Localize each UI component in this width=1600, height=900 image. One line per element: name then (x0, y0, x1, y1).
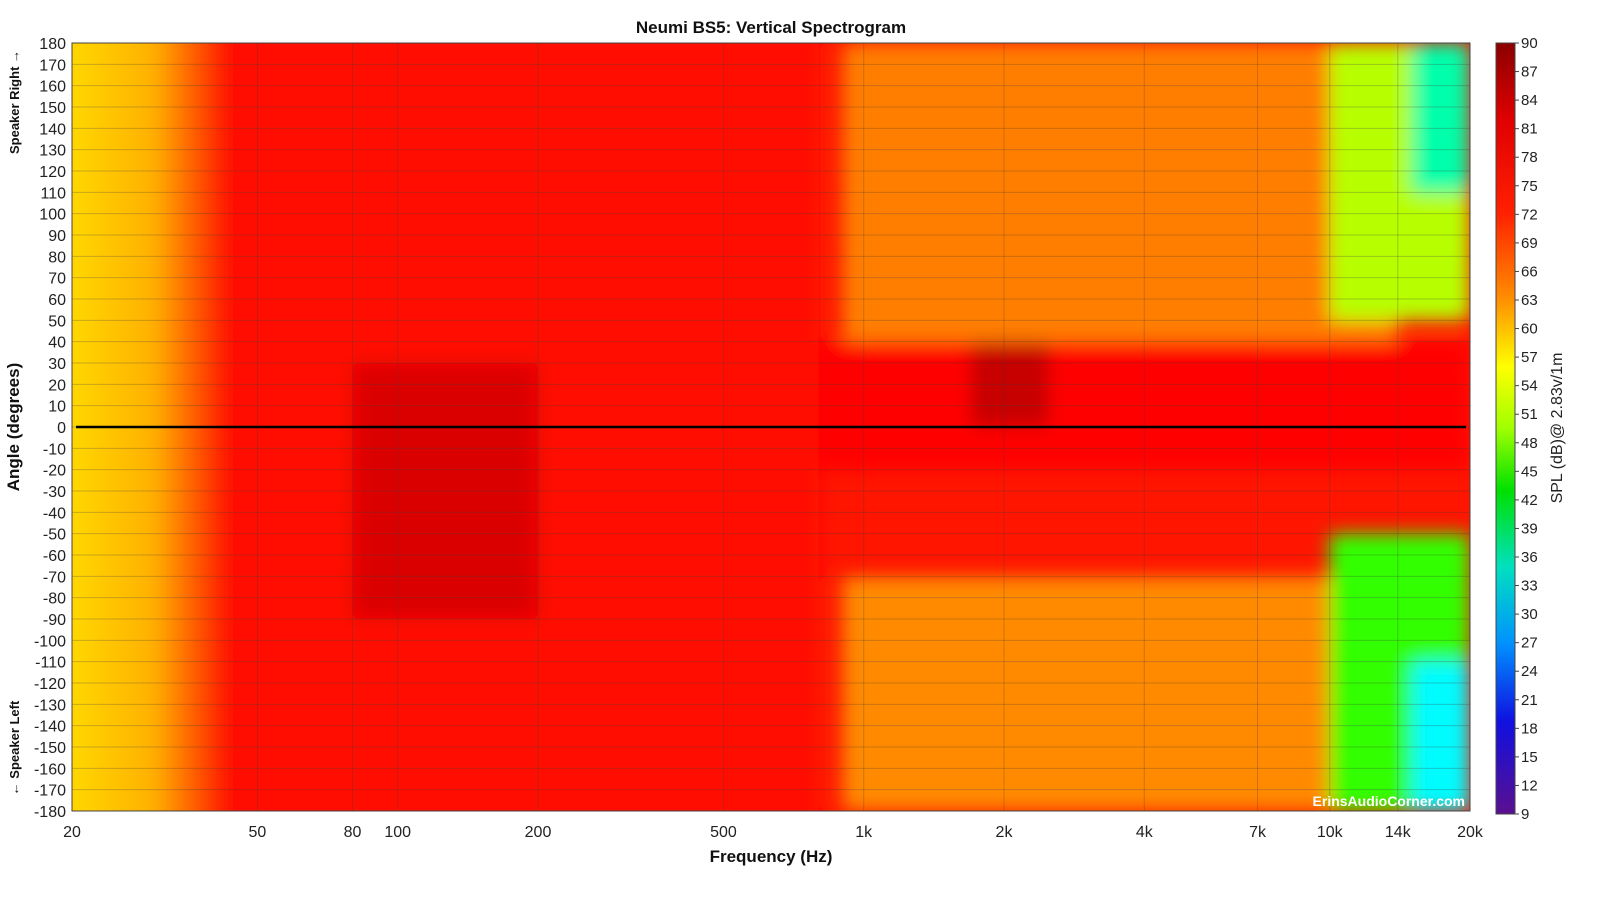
plot-area (72, 43, 1470, 811)
y-tick-label: 170 (39, 57, 66, 74)
colorbar-tick-label: 36 (1521, 549, 1538, 566)
y-tick-label: -150 (34, 740, 66, 757)
y-tick-label: 180 (39, 36, 66, 53)
colorbar-tick-label: 24 (1521, 663, 1538, 680)
y-tick-label: 90 (48, 228, 66, 245)
colorbar-tick-label: 75 (1521, 178, 1538, 195)
y-tick-label: 120 (39, 164, 66, 181)
colorbar-tick-label: 12 (1521, 777, 1538, 794)
y-tick-label: -30 (43, 484, 66, 501)
colorbar-tick-label: 90 (1521, 35, 1538, 52)
x-tick-label: 2k (996, 824, 1014, 841)
spl-region (971, 341, 1050, 427)
colorbar-tick-label: 72 (1521, 206, 1538, 223)
y-tick-label: 30 (48, 356, 66, 373)
y-tick-label: -90 (43, 612, 66, 629)
colorbar-tick-label: 60 (1521, 321, 1538, 338)
y-tick-label: -160 (34, 761, 66, 778)
colorbar-tick-label: 51 (1521, 406, 1538, 423)
y-tick-label: 50 (48, 313, 66, 330)
spl-region (842, 43, 1398, 342)
x-tick-label: 100 (384, 824, 411, 841)
y-tick-label: -10 (43, 441, 66, 458)
y-tick-label: 150 (39, 100, 66, 117)
colorbar-tick-label: 69 (1521, 235, 1538, 252)
colorbar-tick-label: 54 (1521, 378, 1538, 395)
x-tick-label: 10k (1317, 824, 1344, 841)
x-tick-label: 20k (1457, 824, 1484, 841)
y-tick-label: 140 (39, 121, 66, 138)
y-tick-label: -60 (43, 548, 66, 565)
spl-region (842, 576, 1398, 811)
y-tick-label: -140 (34, 719, 66, 736)
y-tick-label: 40 (48, 335, 66, 352)
colorbar-tick-label: 15 (1521, 749, 1538, 766)
spl-region (1411, 43, 1470, 193)
colorbar-tick-label: 57 (1521, 349, 1538, 366)
y-tick-label: 0 (57, 420, 66, 437)
x-tick-label: 7k (1249, 824, 1267, 841)
y-tick-label: -80 (43, 591, 66, 608)
y-tick-label: 110 (40, 185, 66, 202)
y-tick-label: -120 (34, 676, 66, 693)
colorbar-tick-label: 33 (1521, 578, 1538, 595)
y-axis-label: Angle (degrees) (4, 363, 23, 491)
y-tick-label: -110 (35, 655, 66, 672)
y-tick-label: 20 (48, 377, 66, 394)
x-tick-label: 14k (1385, 824, 1412, 841)
y-tick-label: -170 (34, 783, 66, 800)
y-tick-label: -20 (43, 463, 66, 480)
colorbar-tick-label: 18 (1521, 720, 1538, 737)
colorbar-tick-label: 66 (1521, 263, 1538, 280)
y-tick-label: -100 (34, 633, 66, 650)
colorbar-tick-label: 63 (1521, 292, 1538, 309)
colorbar-tick-label: 9 (1521, 806, 1529, 823)
colorbar-tick-label: 45 (1521, 463, 1538, 480)
plot-frame (71, 42, 1471, 812)
colorbar-tick-label: 21 (1521, 692, 1538, 709)
watermark: ErinsAudioCorner.com (1313, 793, 1465, 809)
x-tick-label: 200 (525, 824, 552, 841)
x-tick-label: 80 (344, 824, 362, 841)
y-bottom-label: ← Speaker Left (7, 700, 22, 795)
y-tick-label: 10 (48, 399, 66, 416)
colorbar (1495, 42, 1516, 815)
colorbar-tick-label: 39 (1521, 520, 1538, 537)
x-tick-label: 1k (855, 824, 873, 841)
colorbar-tick-label: 30 (1521, 606, 1538, 623)
y-tick-label: -70 (43, 569, 66, 586)
y-tick-label: 160 (39, 79, 66, 96)
x-tick-label: 20 (63, 824, 81, 841)
y-tick-label: -50 (43, 527, 66, 544)
y-tick-label: -180 (34, 804, 66, 821)
y-tick-label: 60 (48, 292, 66, 309)
y-top-label: Speaker Right → (7, 50, 22, 154)
colorbar-tick-label: 48 (1521, 435, 1538, 452)
chart-title: Neumi BS5: Vertical Spectrogram (636, 18, 906, 37)
y-tick-label: -130 (34, 697, 66, 714)
y-tick-label: 130 (39, 143, 66, 160)
x-tick-label: 4k (1136, 824, 1154, 841)
y-tick-label: 100 (39, 207, 66, 224)
x-tick-label: 500 (710, 824, 737, 841)
colorbar-tick-label: 27 (1521, 635, 1538, 652)
colorbar-tick-label: 84 (1521, 92, 1538, 109)
colorbar-label: SPL (dB)@ 2.83v/1m (1549, 353, 1566, 504)
spl-region (1411, 661, 1470, 811)
y-tick-label: -40 (43, 505, 66, 522)
colorbar-tick-label: 87 (1521, 64, 1538, 81)
x-tick-label: 50 (249, 824, 267, 841)
colorbar-tick-label: 42 (1521, 492, 1538, 509)
x-axis-label: Frequency (Hz) (710, 847, 833, 866)
y-tick-label: 80 (48, 249, 66, 266)
y-tick-label: 70 (48, 271, 66, 288)
colorbar-tick-label: 78 (1521, 149, 1538, 166)
colorbar-tick-label: 81 (1521, 121, 1538, 138)
